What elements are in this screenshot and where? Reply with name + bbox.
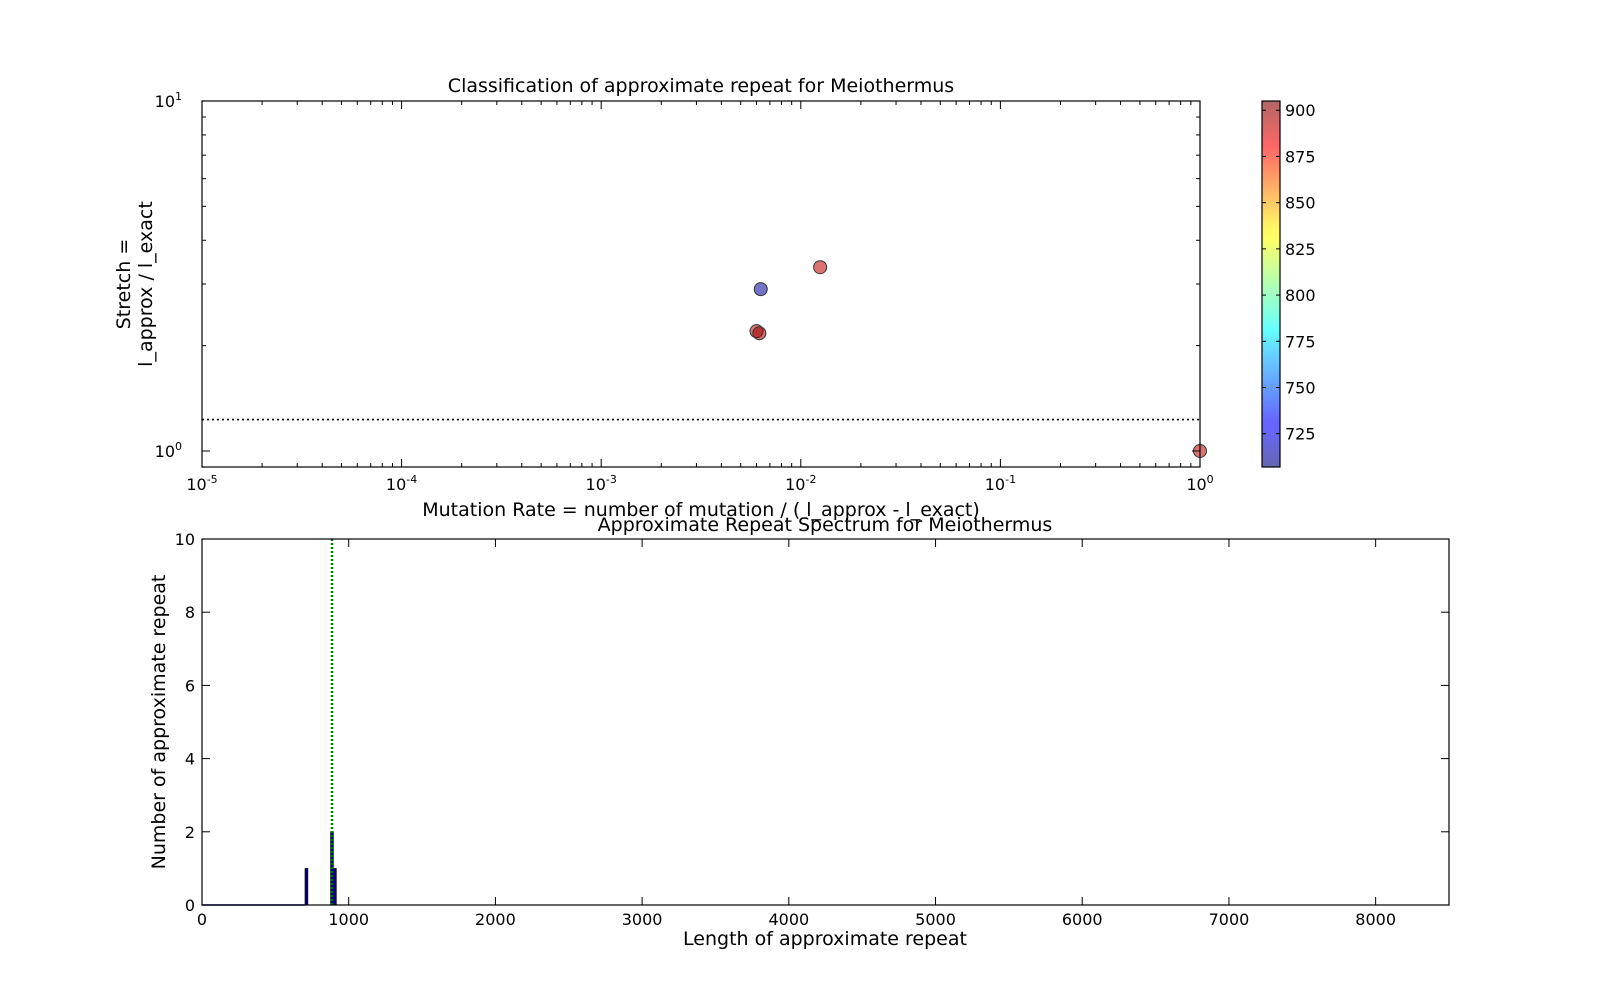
scatter-x-axis-label: Mutation Rate = number of mutation / ( l…: [422, 499, 980, 521]
histogram-bar: [333, 868, 337, 906]
scatter-y-axis-label-line2: l_approx / l_exact: [135, 201, 157, 367]
histogram-y-tick-label: 0: [185, 896, 195, 915]
colorbar-tick-label: 825: [1285, 240, 1316, 259]
histogram-x-tick-label: 3000: [622, 910, 663, 929]
colorbar-tick-label: 800: [1285, 286, 1316, 305]
histogram-y-tick-label: 2: [185, 823, 195, 842]
colorbar-tick-label: 900: [1285, 101, 1316, 120]
scatter-y-tick-label: 101: [155, 90, 182, 111]
scatter-points: [749, 260, 1207, 458]
histogram-x-tick-label: 8000: [1355, 910, 1396, 929]
colorbar-ticks: 725 750 775 800 825 850 875 900: [1262, 101, 1316, 444]
scatter-panel: Classification of approximate repeat for…: [113, 75, 1316, 521]
colorbar-tick-label: 725: [1285, 425, 1316, 444]
histogram-x-axis-label: Length of approximate repeat: [683, 928, 967, 950]
scatter-y-axis-label-line1: Stretch =: [113, 239, 135, 330]
histogram-bars: [202, 831, 337, 906]
histogram-y-tick-label: 6: [185, 676, 195, 695]
histogram-ticks: 0 1000 2000 3000 4000 5000 6000 7000 8000 0 2 4 6 8 10: [175, 530, 1449, 929]
histogram-title: Approximate Repeat Spectrum for Meiother…: [598, 514, 1053, 536]
colorbar-tick-label: 850: [1285, 194, 1316, 213]
histogram-y-axis-label: Number of approximate repeat: [148, 575, 170, 870]
histogram-x-tick-label: 7000: [1209, 910, 1250, 929]
histogram-x-tick-label: 0: [197, 910, 207, 929]
histogram-x-tick-label: 4000: [768, 910, 809, 929]
colorbar: [1261, 100, 1281, 468]
scatter-x-tick-label: 10-5: [186, 473, 217, 494]
histogram-panel: Approximate Repeat Spectrum for Meiother…: [148, 514, 1450, 950]
scatter-point: [753, 282, 768, 297]
histogram-y-tick-label: 4: [185, 750, 195, 769]
histogram-plot-frame: [201, 538, 1450, 906]
colorbar-tick-label: 875: [1285, 147, 1316, 166]
histogram-y-tick-label: 8: [185, 603, 195, 622]
scatter-point: [752, 326, 767, 341]
scatter-plot-frame: [201, 100, 1201, 468]
scatter-x-tick-label: 10-3: [586, 473, 617, 494]
histogram-x-tick-label: 1000: [328, 910, 369, 929]
histogram-x-tick-label: 6000: [1062, 910, 1103, 929]
histogram-y-tick-label: 10: [175, 530, 195, 549]
histogram-x-tick-label: 5000: [915, 910, 956, 929]
scatter-x-tick-label: 10-2: [785, 473, 816, 494]
histogram-x-tick-label: 2000: [475, 910, 516, 929]
colorbar-tick-label: 750: [1285, 379, 1316, 398]
histogram-bar: [304, 868, 309, 906]
scatter-x-tick-label: 100: [1186, 473, 1213, 494]
colorbar-tick-label: 775: [1285, 332, 1316, 351]
scatter-y-tick-label: 100: [155, 440, 182, 461]
scatter-x-tick-label: 10-4: [386, 473, 417, 494]
scatter-x-tick-label: 10-1: [985, 473, 1016, 494]
scatter-title: Classification of approximate repeat for…: [448, 75, 954, 97]
scatter-ticks: 10-5 10-4 10-3 10-2 10-1 100 100 101: [155, 90, 1214, 494]
scatter-point: [813, 260, 828, 275]
